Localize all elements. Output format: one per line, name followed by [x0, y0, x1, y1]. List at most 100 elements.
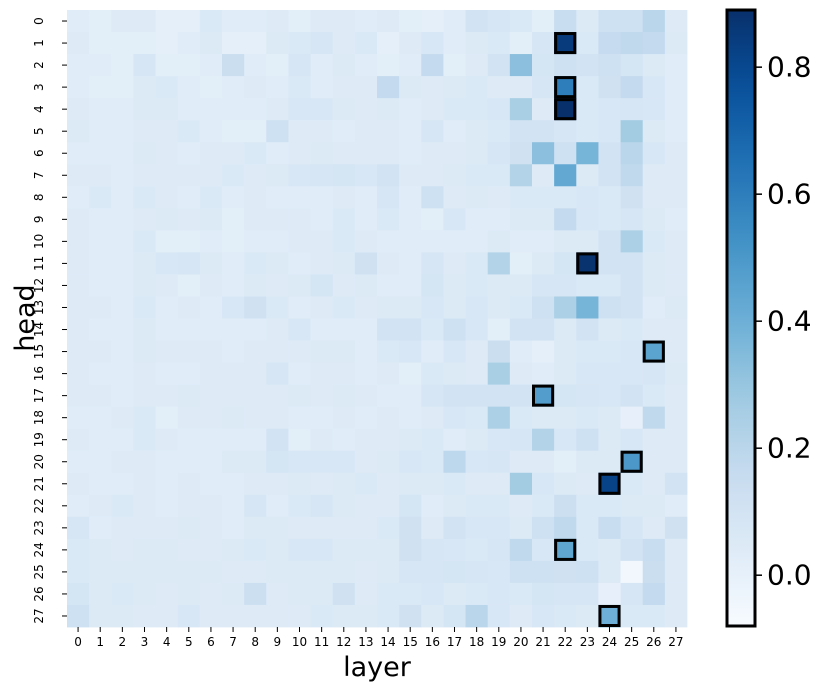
heatmap-cell: [222, 186, 245, 209]
y-tick-label: 16: [32, 366, 46, 381]
heatmap-cell: [222, 230, 245, 253]
heatmap-cell: [332, 384, 356, 408]
heatmap-cell: [332, 362, 356, 386]
heatmap-cell: [288, 384, 311, 408]
heatmap-cell: [532, 582, 555, 606]
heatmap-cell: [133, 76, 156, 99]
heatmap-cell: [199, 76, 223, 99]
heatmap-cell: [67, 142, 90, 165]
heatmap-cell: [310, 296, 334, 319]
heatmap-cell: [554, 142, 577, 165]
heatmap-cell: [244, 472, 267, 496]
heatmap-cell: [620, 164, 644, 187]
heatmap-cell: [443, 428, 466, 452]
x-tick-label: 6: [207, 635, 215, 649]
heatmap-cell: [354, 384, 378, 408]
x-tick-label: 0: [74, 635, 82, 649]
heatmap-cell: [377, 120, 400, 143]
heatmap-cell: [554, 10, 577, 33]
heatmap-cell: [377, 98, 400, 121]
x-tick-label: 18: [469, 635, 484, 649]
heatmap-cell: [288, 406, 311, 430]
heatmap-cell: [598, 450, 621, 474]
heatmap-cell: [199, 296, 223, 319]
heatmap-cell: [620, 406, 644, 430]
heatmap-cell: [664, 274, 688, 297]
heatmap-cell: [332, 318, 356, 341]
heatmap-cell: [155, 450, 179, 474]
heatmap-cell: [155, 340, 179, 363]
heatmap-cell: [598, 560, 621, 584]
heatmap-cell: [620, 516, 644, 540]
heatmap-cell: [222, 516, 245, 540]
heatmap-cell: [266, 54, 289, 77]
heatmap-cell: [89, 252, 112, 275]
heatmap-cell: [443, 274, 466, 297]
heatmap-cell: [465, 296, 489, 319]
heatmap-cell: [421, 296, 444, 319]
heatmap-cell: [67, 450, 90, 474]
heatmap-cell: [399, 208, 422, 231]
heatmap-cell: [377, 142, 400, 165]
heatmap-cell: [222, 76, 245, 99]
heatmap-cell: [177, 230, 201, 253]
heatmap-cell: [222, 450, 245, 474]
heatmap-cell: [664, 472, 688, 496]
heatmap-cell: [377, 230, 400, 253]
heatmap-cell: [155, 296, 179, 319]
heatmap-cell: [177, 582, 201, 606]
heatmap-cell: [89, 98, 112, 121]
heatmap-cell: [89, 164, 112, 187]
heatmap-cell: [155, 10, 179, 33]
highlight-box: [532, 384, 555, 407]
heatmap-cell: [89, 362, 112, 386]
heatmap-cell: [89, 274, 112, 297]
heatmap-cell: [354, 538, 378, 562]
heatmap-cell: [620, 560, 644, 584]
x-tick-label: 14: [380, 635, 395, 649]
heatmap-cell: [155, 120, 179, 143]
heatmap-cell: [133, 10, 156, 33]
heatmap-cell: [664, 120, 688, 143]
highlight-box: [598, 604, 621, 628]
heatmap-cell: [177, 406, 201, 430]
heatmap-cell: [620, 362, 644, 386]
heatmap-cell: [532, 120, 555, 143]
heatmap-cell: [288, 274, 311, 297]
heatmap-cell: [310, 538, 334, 562]
x-tick-label: 24: [602, 635, 617, 649]
heatmap-cell: [443, 208, 466, 231]
heatmap-cell: [133, 582, 156, 606]
x-tick-label: 15: [403, 635, 418, 649]
heatmap-cell: [443, 186, 466, 209]
heatmap-cell: [399, 54, 422, 77]
heatmap-cell: [111, 362, 134, 386]
heatmap-cell: [288, 604, 311, 628]
heatmap-cell: [465, 230, 489, 253]
heatmap-cell: [332, 494, 356, 518]
heatmap-cell: [377, 10, 400, 33]
heatmap-cell: [332, 296, 356, 319]
heatmap-cell: [532, 274, 555, 297]
heatmap-cell: [155, 274, 179, 297]
heatmap-cell: [111, 406, 134, 430]
heatmap-cell: [67, 582, 90, 606]
x-tick-label: 5: [185, 635, 193, 649]
x-tick-label: 4: [163, 635, 171, 649]
heatmap-cell: [332, 186, 356, 209]
y-tick-label: 11: [32, 256, 46, 271]
heatmap-cell: [509, 54, 533, 77]
highlight-boxes: [532, 32, 665, 628]
heatmap-cell: [310, 428, 334, 452]
x-tick-label: 27: [668, 635, 683, 649]
heatmap-cell: [399, 362, 422, 386]
heatmap-cell: [554, 230, 577, 253]
heatmap-cell: [532, 296, 555, 319]
heatmap-cell: [487, 274, 511, 297]
heatmap-cell: [421, 516, 444, 540]
heatmap-cell: [354, 208, 378, 231]
heatmap-cell: [465, 318, 489, 341]
heatmap-cell: [598, 274, 621, 297]
heatmap-cell: [332, 604, 356, 628]
heatmap-cell: [310, 98, 334, 121]
